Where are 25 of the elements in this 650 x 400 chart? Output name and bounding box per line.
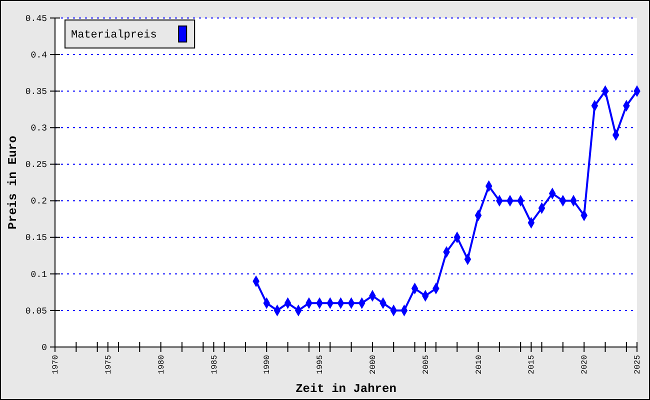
x-tick-label: 1970 [52,354,61,374]
y-tick-label: 0.4 [30,50,47,60]
legend-label: Materialpreis [71,30,157,42]
x-tick-label: 1975 [104,354,114,374]
x-axis-title: Zeit in Jahren [296,382,396,396]
x-tick-label: 2000 [369,354,378,374]
y-tick-label: 0.15 [25,233,47,244]
x-tick-label: 1990 [263,354,272,374]
x-tick-label: 2020 [580,354,590,374]
x-tick-label: 1995 [316,354,326,374]
y-tick-label: 0.3 [30,124,47,134]
y-tick-label: 0.35 [25,86,47,97]
y-axis-title: Preis in Euro [6,136,20,230]
x-tick-label: 2025 [634,354,643,374]
x-tick-label: 1985 [210,354,220,374]
y-tick-label: 0.45 [25,14,47,24]
x-tick-label: 1980 [157,354,166,374]
y-tick-label: 0.05 [25,306,47,316]
x-tick-label: 2010 [474,354,484,374]
x-tick-label: 2015 [528,354,537,374]
x-tick-label: 2005 [422,354,431,374]
y-tick-label: 0.25 [25,160,47,170]
y-tick-label: 0.2 [30,196,47,207]
y-tick-label: 0 [42,342,47,353]
y-tick-label: 0.1 [30,270,47,280]
